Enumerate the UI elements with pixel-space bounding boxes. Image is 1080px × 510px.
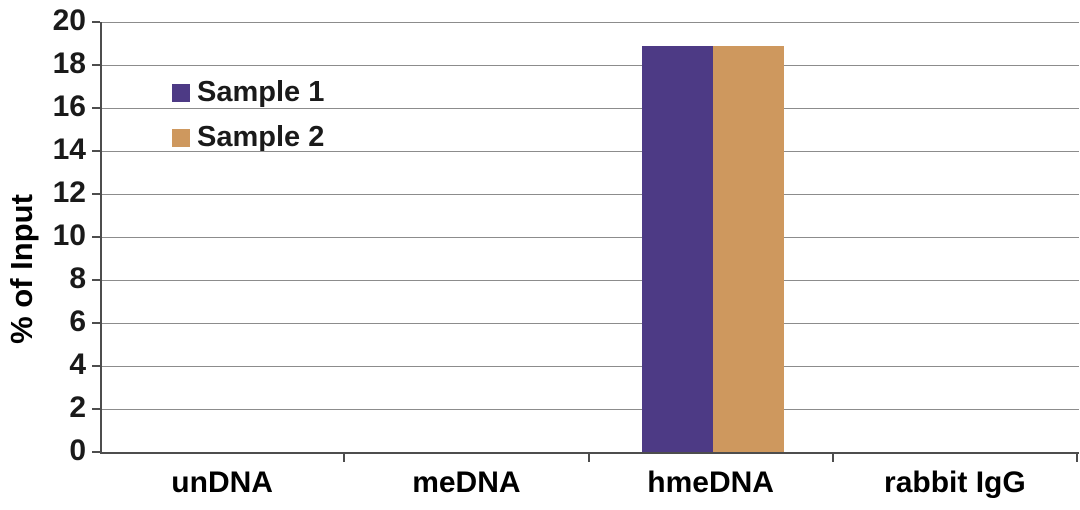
x-tick-mark bbox=[587, 454, 590, 462]
y-tick-mark bbox=[92, 322, 100, 324]
y-tick-mark bbox=[92, 451, 100, 453]
bar-hmeDNA-Sample-2 bbox=[713, 46, 784, 452]
legend: Sample 1 Sample 2 bbox=[172, 70, 324, 160]
gridline bbox=[102, 194, 1079, 195]
y-tick-label: 4 bbox=[69, 348, 86, 381]
gridline bbox=[102, 280, 1079, 281]
y-tick-label: 8 bbox=[69, 262, 86, 295]
x-category-label: meDNA bbox=[412, 466, 521, 499]
bar-hmeDNA-Sample-1 bbox=[642, 46, 713, 452]
x-tick-mark bbox=[343, 454, 346, 462]
y-tick-mark bbox=[92, 193, 100, 195]
x-tick-mark bbox=[1076, 454, 1078, 462]
y-tick-mark bbox=[92, 21, 100, 23]
y-tick-label: 10 bbox=[52, 219, 86, 252]
y-axis: % of Input 0 2 4 6 8 10 12 14 16 18 20 bbox=[0, 6, 100, 466]
y-tick-label: 14 bbox=[52, 133, 86, 166]
gridline bbox=[102, 237, 1079, 238]
y-tick-label: 2 bbox=[69, 391, 86, 424]
x-category-label: rabbit IgG bbox=[884, 466, 1026, 499]
x-tick-mark bbox=[831, 454, 834, 462]
y-tick-mark bbox=[92, 365, 100, 367]
y-tick-label: 18 bbox=[52, 47, 86, 80]
y-tick-mark bbox=[92, 64, 100, 66]
y-tick-label: 0 bbox=[69, 434, 86, 467]
legend-item: Sample 2 bbox=[172, 115, 324, 160]
x-category-label: unDNA bbox=[171, 466, 273, 499]
y-tick-label: 6 bbox=[69, 305, 86, 338]
legend-label: Sample 2 bbox=[197, 121, 325, 153]
y-tick-label: 20 bbox=[52, 4, 86, 37]
plot-area: Sample 1 Sample 2 bbox=[100, 22, 1079, 454]
gridline bbox=[102, 65, 1079, 66]
legend-swatch-icon bbox=[172, 83, 190, 102]
gridline bbox=[102, 323, 1079, 324]
y-tick-mark bbox=[92, 107, 100, 109]
y-tick-mark bbox=[92, 279, 100, 281]
x-axis: unDNA meDNA hmeDNA rabbit IgG bbox=[100, 454, 1078, 510]
gridline bbox=[102, 409, 1079, 410]
gridline bbox=[102, 151, 1079, 152]
legend-label: Sample 1 bbox=[197, 76, 325, 108]
gridline bbox=[102, 22, 1079, 23]
y-tick-mark bbox=[92, 408, 100, 410]
y-tick-label: 16 bbox=[52, 90, 86, 123]
x-category-label: hmeDNA bbox=[647, 466, 774, 499]
legend-item: Sample 1 bbox=[172, 70, 324, 115]
y-tick-mark bbox=[92, 150, 100, 152]
gridline bbox=[102, 108, 1079, 109]
y-tick-mark bbox=[92, 236, 100, 238]
gridline bbox=[102, 366, 1079, 367]
y-tick-label: 12 bbox=[52, 176, 86, 209]
legend-swatch-icon bbox=[172, 128, 190, 147]
